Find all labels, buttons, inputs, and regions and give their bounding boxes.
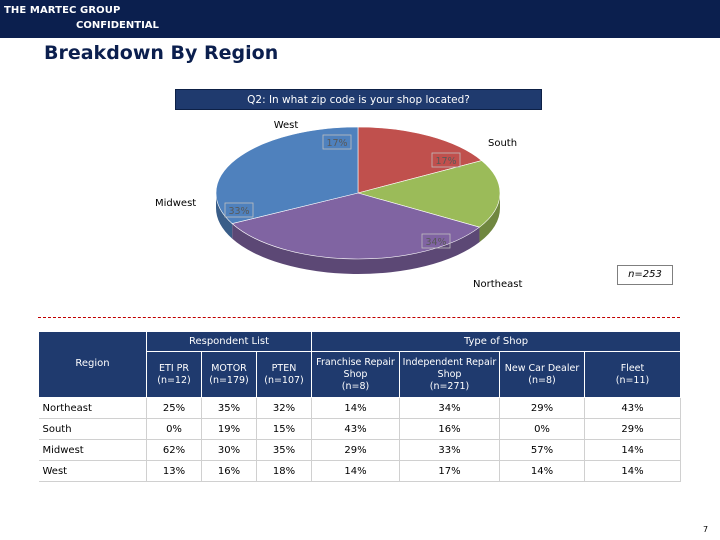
column-header-name: Independent Repair Shop [402, 356, 497, 380]
table-cell: 16% [201, 460, 257, 482]
pie-slice [215, 126, 359, 224]
column-header-n: (n=8) [341, 380, 370, 392]
slice-value-label: 34% [425, 237, 446, 248]
slice-category-label: Northeast [473, 279, 522, 290]
column-header: Independent Repair Shop (n=271) [399, 351, 500, 398]
column-header: Fleet (n=11) [584, 351, 681, 398]
slice-value-label: 17% [435, 156, 456, 167]
pie-slice-side [216, 193, 233, 239]
row-region-label: South [38, 418, 147, 440]
value-label-box [224, 202, 254, 218]
sample-size-box: n=253 [617, 265, 673, 285]
pie-slice-side [232, 223, 480, 275]
table-row: Midwest 62% 30% 35% 29% 33% 57% 14% [38, 439, 681, 461]
table-cell: 35% [201, 397, 257, 419]
table-cell: 14% [584, 439, 681, 461]
table-body: Northeast 25% 35% 32% 14% 34% 29% 43% South 0% 19%… [38, 397, 681, 482]
page-number: 7 [703, 525, 709, 534]
column-header-name: New Car Dealer [504, 362, 580, 374]
table-cell: 14% [311, 397, 400, 419]
table-cell: 35% [256, 439, 312, 461]
type-of-shop-header: Type of Shop [311, 331, 681, 352]
table-cell: 0% [146, 418, 202, 440]
table-cell: 29% [311, 439, 400, 461]
page-title: Breakdown By Region [44, 42, 279, 64]
pie-slice [356, 160, 501, 228]
row-region-label: Midwest [38, 439, 147, 461]
table-cell: 34% [399, 397, 500, 419]
table-cell: 33% [399, 439, 500, 461]
slice-value-label: 17% [326, 138, 347, 149]
column-header-n: (n=12) [157, 374, 191, 386]
table-cell: 29% [499, 397, 585, 419]
column-header-name: PTEN [271, 362, 297, 374]
slice-category-label: South [488, 138, 517, 149]
header-bar: THE MARTEC GROUP CONFIDENTIAL [0, 0, 720, 38]
table-cell: 43% [311, 418, 400, 440]
table-row: Northeast 25% 35% 32% 14% 34% 29% 43% [38, 397, 681, 419]
table-cell: 16% [399, 418, 500, 440]
table-cell: 15% [256, 418, 312, 440]
region-table: Region Respondent List Type of Shop ETI … [38, 331, 681, 482]
table-cell: 30% [201, 439, 257, 461]
column-header-n: (n=271) [429, 380, 470, 392]
pie-slice [231, 192, 481, 260]
table-row: West 13% 16% 18% 14% 17% 14% 14% [38, 460, 681, 482]
divider-line [38, 317, 680, 318]
table-cell: 32% [256, 397, 312, 419]
table-cell: 29% [584, 418, 681, 440]
table-cell: 19% [201, 418, 257, 440]
region-header: Region [38, 331, 147, 398]
table-cell: 18% [256, 460, 312, 482]
pie-chart: 17% West 17% South 34% Northeast 33% Midwest [155, 120, 522, 290]
row-region-label: Northeast [38, 397, 147, 419]
pie-slice [357, 126, 483, 194]
column-header-name: Franchise Repair Shop [316, 356, 395, 380]
table-cell: 13% [146, 460, 202, 482]
column-header-n: (n=107) [264, 374, 304, 386]
table-cell: 62% [146, 439, 202, 461]
chart-title: Q2: In what zip code is your shop locate… [175, 89, 542, 110]
column-header: New Car Dealer (n=8) [499, 351, 585, 398]
slice-category-label: West [274, 120, 299, 131]
table-cell: 25% [146, 397, 202, 419]
value-label-box [431, 152, 461, 168]
row-region-label: West [38, 460, 147, 482]
respondent-list-header: Respondent List [146, 331, 312, 352]
table-row: South 0% 19% 15% 43% 16% 0% 29% [38, 418, 681, 440]
table-cell: 0% [499, 418, 585, 440]
column-header-n: (n=8) [528, 374, 556, 386]
table-cell: 17% [399, 460, 500, 482]
column-header: ETI PR (n=12) [146, 351, 202, 398]
column-header-n: (n=179) [209, 374, 249, 386]
column-header-n: (n=11) [615, 374, 650, 386]
table-cell: 14% [499, 460, 585, 482]
value-label-box [322, 134, 352, 150]
column-header: MOTOR (n=179) [201, 351, 257, 398]
confidential-label: CONFIDENTIAL [76, 20, 159, 31]
column-header-name: Fleet [620, 362, 645, 374]
column-header-name: MOTOR [211, 362, 247, 374]
slice-value-label: 33% [228, 206, 249, 217]
column-header: PTEN (n=107) [256, 351, 312, 398]
table-cell: 14% [584, 460, 681, 482]
column-header-name: ETI PR [159, 362, 189, 374]
column-header: Franchise Repair Shop (n=8) [311, 351, 400, 398]
company-name: THE MARTEC GROUP [4, 5, 121, 16]
column-header-row: ETI PR (n=12) MOTOR (n=179) PTEN (n=107) Franc… [39, 351, 681, 398]
slice-category-label: Midwest [155, 198, 196, 209]
table-cell: 57% [499, 439, 585, 461]
table-cell: 14% [311, 460, 400, 482]
pie-slice-side [479, 193, 500, 243]
table-cell: 43% [584, 397, 681, 419]
value-label-box [421, 233, 451, 249]
